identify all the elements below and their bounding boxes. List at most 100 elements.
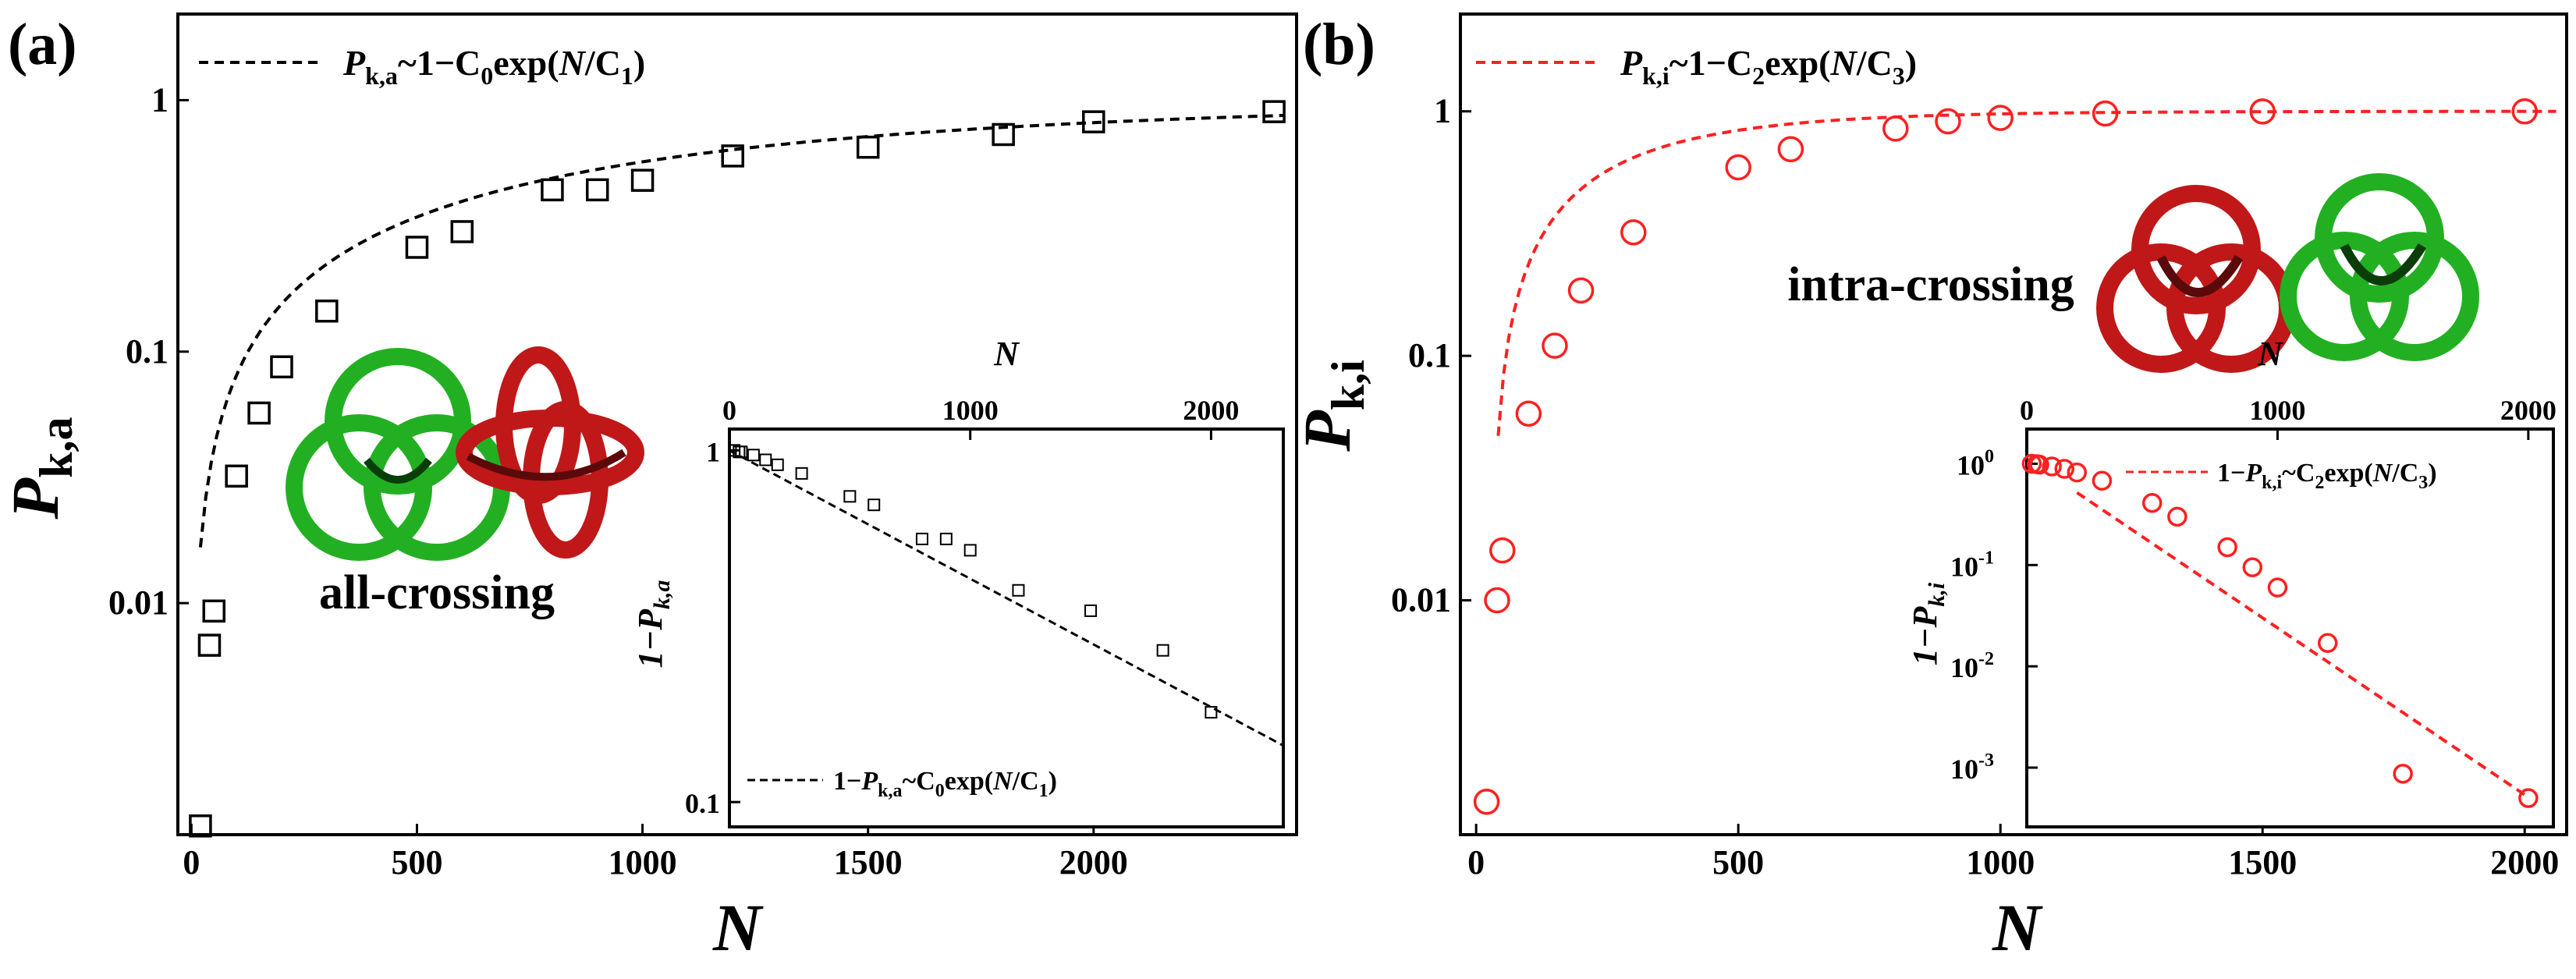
panel-a-legend-sub3: 1 xyxy=(621,62,633,90)
panel-b-label: (b) xyxy=(1303,12,1375,77)
panel-b-x-tick-label: 1500 xyxy=(2228,843,2297,881)
panel-a-point xyxy=(1262,100,1286,123)
panel-b-legend: Pk,i~1−C2exp(N/C3) xyxy=(1476,43,1917,90)
panel-a-legend-rest3: /C xyxy=(584,43,621,83)
panel-a-inset-legend-n: N xyxy=(992,767,1013,796)
panel-b-x-tick-label: 500 xyxy=(1712,843,1764,881)
panel-a-inset-point xyxy=(868,498,881,512)
panel-b-inset-fit xyxy=(2076,491,2530,799)
panel-b-inset-point xyxy=(2242,557,2263,577)
panel-b-y-tick-label: 0.01 xyxy=(1391,581,1451,619)
svg-text:1−Pk,a~C0exp(N/C1): 1−Pk,a~C0exp(N/C1) xyxy=(833,767,1057,801)
panel-b-legend-rest: ~1−C xyxy=(1669,43,1752,83)
panel-b-data-points xyxy=(1473,98,2538,815)
panel-a-inset-point xyxy=(795,466,808,480)
panel-b-inset-point xyxy=(2054,459,2074,479)
panel-b-inset-point xyxy=(2092,470,2113,491)
panel-a-inset-y-tick-label: 1 xyxy=(706,436,720,467)
panel-b-knot-red xyxy=(2096,185,2296,373)
panel-a-x-ticks: 0 500 1000 1500 2000 xyxy=(183,824,1128,881)
panel-a-legend-sub: k,a xyxy=(365,62,398,90)
panel-b-inset-point xyxy=(2393,764,2413,784)
panel-b-point xyxy=(1987,105,2014,131)
panel-b-legend-rest3: /C xyxy=(1856,43,1893,83)
panel-b-inset-y-ticks: 100 10-1 10-2 10-3 xyxy=(1950,446,2038,785)
panel-a-knot-green xyxy=(286,348,510,561)
panel-b-inset-legend-pre: 1− xyxy=(2217,459,2245,488)
panel-a-inset-fit xyxy=(729,449,1284,747)
panel-a-point xyxy=(630,168,655,192)
panel-b-inset-point xyxy=(2317,633,2338,654)
panel-a-y-tick-label: 0.01 xyxy=(108,583,169,622)
panel-a-inset-y-label: 1−Pk,a xyxy=(631,580,675,668)
panel-a-inset-legend-rest4: ) xyxy=(1048,767,1057,796)
panel-b-annotation: intra-crossing xyxy=(1787,258,2074,311)
panel-a-point xyxy=(856,135,880,159)
panel-a-inset-fit-line xyxy=(729,449,1284,747)
panel-a-inset-y-tick-label: 0.1 xyxy=(685,788,720,819)
panel-a-inset-point xyxy=(759,453,772,466)
panel-a-inset-point xyxy=(915,532,928,545)
panel-a-inset-legend-p: P xyxy=(860,767,878,796)
panel-a-y-label: Pk,a xyxy=(0,417,82,520)
panel-a-inset-point xyxy=(735,445,748,459)
panel-b-ylabel-main: P xyxy=(1290,410,1364,452)
panel-b-knot-green xyxy=(2280,173,2479,361)
panel-b-y-tick-label: 0.1 xyxy=(1408,336,1451,374)
panel-a-inset-frame xyxy=(728,427,1285,828)
panel-a-inset-point xyxy=(843,490,857,503)
panel-a-inset-point xyxy=(1205,706,1218,719)
panel-b-inset-y-tick-label: 100 xyxy=(1957,446,1994,481)
panel-b-inset-legend-p: P xyxy=(2244,459,2262,488)
panel-a-ylabel-sub: k,a xyxy=(30,417,82,478)
panel-a-legend-rest2: exp( xyxy=(493,43,559,83)
panel-a-inset-legend: 1−Pk,a~C0exp(N/C1) xyxy=(747,767,1057,801)
panel-a-inset-point xyxy=(1156,644,1169,657)
panel-b-point xyxy=(2249,98,2276,125)
panel-a-y-tick-label: 1 xyxy=(151,80,169,119)
panel-a-inset-legend-rest: ~C xyxy=(903,767,935,796)
panel-b-point xyxy=(1542,332,1568,359)
panel-b-x-ticks: 0 500 1000 1500 2000 xyxy=(1467,824,2559,881)
panel-a-inset: 0 1000 2000 0.11 N 1−Pk,a 1−Pk,a~C0exp(N/C… xyxy=(631,335,1285,828)
panel-b-y-ticks: 0.01 0.1 1 xyxy=(1391,92,1471,619)
panel-b-x-tick-label: 0 xyxy=(1467,843,1485,881)
panel-b-fit-line xyxy=(1496,109,2556,436)
panel-b-inset-point xyxy=(2518,788,2539,808)
panel-a-legend-p: P xyxy=(342,43,366,83)
panel-b-inset-point xyxy=(2267,577,2288,598)
panel-a-point xyxy=(315,299,339,323)
panel-b-point xyxy=(1484,587,1510,614)
panel-a-inset-x-tick-label: 1000 xyxy=(942,395,999,426)
panel-a-annotation: all-crossing xyxy=(319,566,555,619)
panel-b-y-tick-label: 1 xyxy=(1434,92,1451,130)
panel-a-legend-rest4: ) xyxy=(633,43,645,83)
panel-b-inset-y-tick-label: 10-1 xyxy=(1950,548,1994,582)
panel-a-x-tick-label: 2000 xyxy=(1059,843,1128,881)
panel-a-inset-ylabel-main: 1−P xyxy=(631,608,669,669)
panel-a-inset-legend-rest2: exp( xyxy=(945,767,993,796)
panel-a-inset-ylabel-sub: k,a xyxy=(649,580,675,609)
panel-b-inset-x-ticks: 0 1000 2000 xyxy=(2020,395,2556,440)
panel-a-x-tick-label: 0 xyxy=(183,843,200,881)
panel-a-knot-red xyxy=(456,346,644,559)
panel-b-point xyxy=(2092,100,2119,127)
panel-b-x-label: N xyxy=(1992,890,2043,965)
panel-b-inset-legend-sub3: 3 xyxy=(2418,473,2428,493)
panel-b-point xyxy=(1515,400,1542,427)
panel-b-inset-y-tick-label: 10-3 xyxy=(1950,750,1994,785)
panel-a-x-label: N xyxy=(712,890,764,965)
panel-b-inset-legend-sub: k,i xyxy=(2262,473,2282,493)
panel-b-inset-x-label: N xyxy=(2257,335,2284,373)
panel-a-point xyxy=(247,401,271,425)
panel-b-inset-point xyxy=(2067,462,2088,483)
panel-b-point xyxy=(1620,219,1647,246)
panel-a-plot-frame xyxy=(176,12,1298,836)
panel-b-inset-point xyxy=(2217,537,2237,558)
panel-a-point xyxy=(1082,110,1105,133)
panel-b-point xyxy=(1777,136,1804,163)
panel-a-inset-point xyxy=(747,449,760,462)
panel-a-legend-n: N xyxy=(559,43,587,83)
panel-b-point xyxy=(1725,154,1751,181)
